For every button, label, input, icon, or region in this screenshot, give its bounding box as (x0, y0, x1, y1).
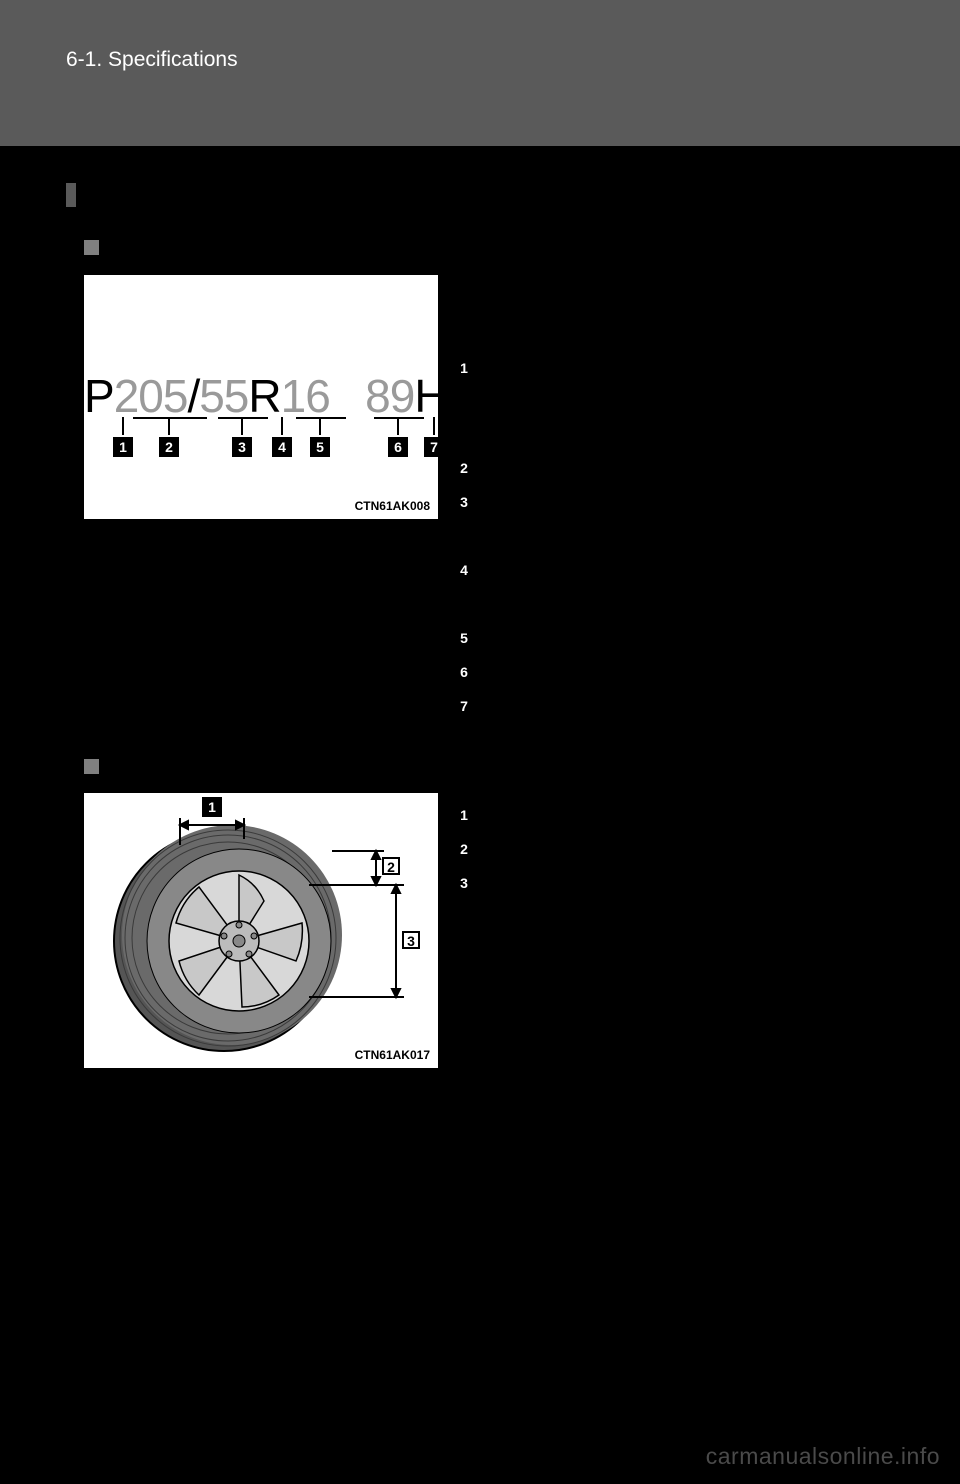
rlist1-marker-6: 6 (454, 662, 474, 682)
subsection-square-1 (84, 240, 99, 255)
tick-3 (241, 419, 243, 435)
seg-16: 16 (281, 370, 330, 422)
fig2-marker-1: 1 (202, 797, 222, 817)
fig1-marker-7: 7 (424, 437, 444, 457)
section-marker-bar (66, 183, 76, 207)
fig1-marker-6: 6 (388, 437, 408, 457)
rlist2-marker-2: 2 (454, 839, 474, 859)
seg-55: 55 (199, 370, 248, 422)
rlist1-marker-2: 2 (454, 458, 474, 478)
fig1-marker-5: 5 (310, 437, 330, 457)
underline-205 (133, 417, 207, 419)
rlist1-marker-3: 3 (454, 492, 474, 512)
tire-dimensions-figure: 1 2 3 CTN61AK017 (84, 793, 438, 1068)
section-label: 6-1. Specifications (66, 48, 238, 72)
tick-6 (397, 419, 399, 435)
seg-r: R (248, 370, 280, 422)
watermark-text: carmanualsonline.info (706, 1443, 940, 1470)
seg-89: 89 (365, 370, 414, 422)
fig1-marker-3: 3 (232, 437, 252, 457)
tick-5 (319, 419, 321, 435)
seg-p: P (84, 370, 114, 422)
rlist1-marker-4: 4 (454, 560, 474, 580)
rlist1-marker-5: 5 (454, 628, 474, 648)
fig1-marker-2: 2 (159, 437, 179, 457)
seg-space (330, 370, 365, 422)
tire-size-figure: P205/55R16 89H 1 2 3 4 5 6 7 CTN61AK008 (84, 275, 438, 519)
seg-205: 205 (114, 370, 188, 422)
rlist1-marker-1: 1 (454, 358, 474, 378)
rlist2-marker-1: 1 (454, 805, 474, 825)
fig1-marker-1: 1 (113, 437, 133, 457)
tire-size-string: P205/55R16 89H (84, 369, 438, 423)
rlist2-marker-3: 3 (454, 873, 474, 893)
seg-slash: / (187, 370, 199, 422)
underline-16 (296, 417, 346, 419)
subsection-square-2 (84, 759, 99, 774)
tick-1 (122, 417, 124, 435)
rlist1-marker-7: 7 (454, 696, 474, 716)
fig2-marker-2: 2 (382, 857, 400, 875)
underline-89 (374, 417, 424, 419)
tick-4 (281, 417, 283, 435)
tick-7 (433, 417, 435, 435)
underline-55 (218, 417, 268, 419)
tick-2 (168, 419, 170, 435)
fig2-code: CTN61AK017 (355, 1048, 430, 1062)
fig1-code: CTN61AK008 (355, 499, 430, 513)
header-band (0, 0, 960, 146)
fig1-marker-4: 4 (272, 437, 292, 457)
tire-svg (84, 793, 438, 1068)
fig2-marker-3: 3 (402, 931, 420, 949)
seg-h: H (414, 370, 446, 422)
